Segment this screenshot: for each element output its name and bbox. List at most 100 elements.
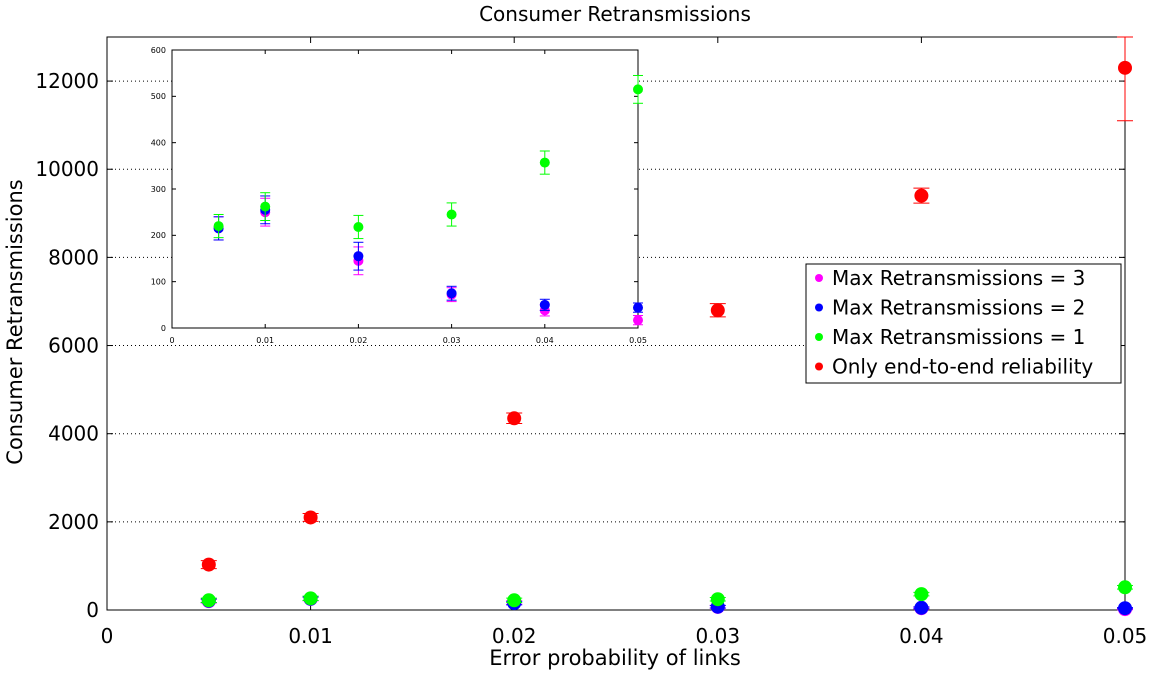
inset-x-tick-label-0-01: 0.01 — [256, 336, 274, 345]
y-axis-title: Consumer Retransmissions — [3, 179, 27, 464]
inset-x-tick-label-0-04: 0.04 — [536, 336, 554, 345]
inset-data-point — [633, 302, 643, 313]
legend-item-0: Max Retransmissions = 3 — [815, 266, 1085, 290]
inset-series-1-point-5 — [633, 302, 643, 313]
inset-data-point — [633, 315, 643, 326]
inset-series-2-point-4 — [539, 150, 550, 175]
main-marks — [200, 36, 1133, 617]
inset-x-tick-label-0-03: 0.03 — [443, 336, 461, 345]
series-2-point-5 — [1117, 580, 1133, 595]
y-tick-label-0: 0 — [86, 598, 99, 622]
series-1-point-4 — [913, 600, 930, 615]
legend: Max Retransmissions = 3 Max Retransmissio… — [805, 263, 1122, 384]
inset-y-tick-label-0: 0 — [161, 324, 166, 333]
y-tick-label-8000: 8000 — [48, 245, 99, 269]
inset-data-point — [260, 201, 271, 212]
y-tick-label-6000: 6000 — [48, 334, 99, 358]
y-tick-label-4000: 4000 — [48, 422, 99, 446]
inset-x-tick-label-0: 0 — [169, 336, 174, 345]
x-axis-title: Error probability of links — [489, 646, 741, 670]
inset-data-point — [539, 299, 550, 310]
data-point — [1118, 601, 1132, 616]
series-2-point-3 — [709, 592, 726, 607]
inset-series-1-point-3 — [446, 285, 457, 301]
inset-series-1-point-2 — [353, 241, 364, 271]
legend-item-1: Max Retransmissions = 2 — [815, 296, 1085, 320]
legend-item-2: Max Retransmissions = 1 — [815, 325, 1085, 349]
x-tick-label-0-03: 0.03 — [696, 624, 741, 648]
y-tick-label-10000: 10000 — [35, 157, 99, 181]
inset-y-tick-label-100: 100 — [151, 277, 166, 286]
legend-box — [805, 263, 1122, 384]
x-tick-label-0-04: 0.04 — [899, 624, 944, 648]
legend-swatch — [815, 303, 823, 312]
x-tick-label-0-02: 0.02 — [492, 624, 537, 648]
chart-title: Consumer Retransmissions — [479, 2, 751, 26]
x-tick-label-0: 0 — [101, 624, 114, 648]
series-3-point-5 — [1117, 36, 1133, 122]
x-tick-label-0-01: 0.01 — [288, 624, 333, 648]
data-point — [303, 591, 318, 606]
inset-x-tick-label-0-02: 0.02 — [349, 336, 367, 345]
main-axes: 0 0.01 0.02 0.03 0.04 0.050200040006000800010… — [35, 36, 1148, 648]
legend-item-3: Only end-to-end reliability — [815, 355, 1093, 379]
data-point — [201, 557, 216, 572]
data-point — [710, 303, 725, 318]
inset-chart: 0 0.01 0.02 0.03 0.04 0.05 0 100 200 300 400 500 600 — [151, 46, 647, 345]
inset-data-point — [539, 157, 550, 168]
legend-swatch — [815, 362, 823, 371]
data-point — [914, 587, 929, 602]
series-2-point-0 — [200, 593, 217, 608]
y-tick-label-12000: 12000 — [35, 69, 99, 93]
series-3-point-0 — [200, 557, 217, 572]
inset-series-2-point-1 — [260, 192, 271, 222]
data-point — [507, 411, 522, 426]
data-point — [1118, 60, 1132, 75]
inset-series-2-point-5 — [633, 74, 643, 104]
series-2-point-4 — [913, 587, 930, 602]
series-1-point-5 — [1117, 601, 1133, 616]
data-point — [507, 593, 522, 608]
data-point — [201, 593, 216, 608]
inset-y-tick-label-300: 300 — [151, 185, 166, 194]
data-point — [914, 188, 929, 203]
inset-y-tick-label-500: 500 — [151, 92, 166, 101]
inset-series-1-point-4 — [539, 298, 550, 311]
inset-series-2-point-2 — [353, 214, 364, 240]
inset-y-tick-label-400: 400 — [151, 138, 166, 147]
plot-frame — [106, 36, 1126, 611]
inset-axes: 0 0.01 0.02 0.03 0.04 0.05 0 100 200 300 400 500 600 — [151, 46, 647, 345]
y-tick-label-2000: 2000 — [48, 510, 99, 534]
inset-data-point — [353, 251, 364, 262]
inset-data-point — [633, 84, 643, 95]
inset-series-2-point-0 — [213, 213, 224, 239]
inset-data-point — [446, 209, 457, 220]
x-tick-label-0-05: 0.05 — [1103, 624, 1148, 648]
series-2-point-1 — [302, 591, 319, 606]
inset-x-tick-label-0-05: 0.05 — [629, 336, 647, 345]
inset-data-point — [446, 288, 457, 299]
data-point — [1118, 580, 1132, 595]
series-2-point-2 — [506, 593, 523, 608]
legend-swatch — [815, 274, 823, 282]
data-point — [914, 600, 929, 615]
inset-series-0-point-5 — [633, 314, 643, 326]
inset-data-point — [213, 221, 224, 232]
series-3-point-2 — [506, 411, 523, 426]
inset-series-2-point-3 — [446, 202, 457, 227]
series-3-point-1 — [302, 510, 319, 525]
data-point — [303, 510, 318, 525]
series-3-point-4 — [913, 187, 930, 204]
legend-label: Max Retransmissions = 3 — [832, 266, 1085, 290]
inset-data-point — [353, 221, 364, 232]
series-3-point-3 — [709, 303, 726, 318]
legend-label: Max Retransmissions = 2 — [832, 296, 1085, 320]
legend-label: Only end-to-end reliability — [832, 355, 1093, 379]
inset-background — [171, 49, 639, 329]
inset-marks — [213, 74, 643, 326]
legend-label: Max Retransmissions = 1 — [832, 325, 1085, 349]
inset-y-tick-label-600: 600 — [151, 46, 166, 55]
inset-y-tick-label-200: 200 — [151, 231, 166, 240]
legend-swatch — [815, 333, 823, 341]
